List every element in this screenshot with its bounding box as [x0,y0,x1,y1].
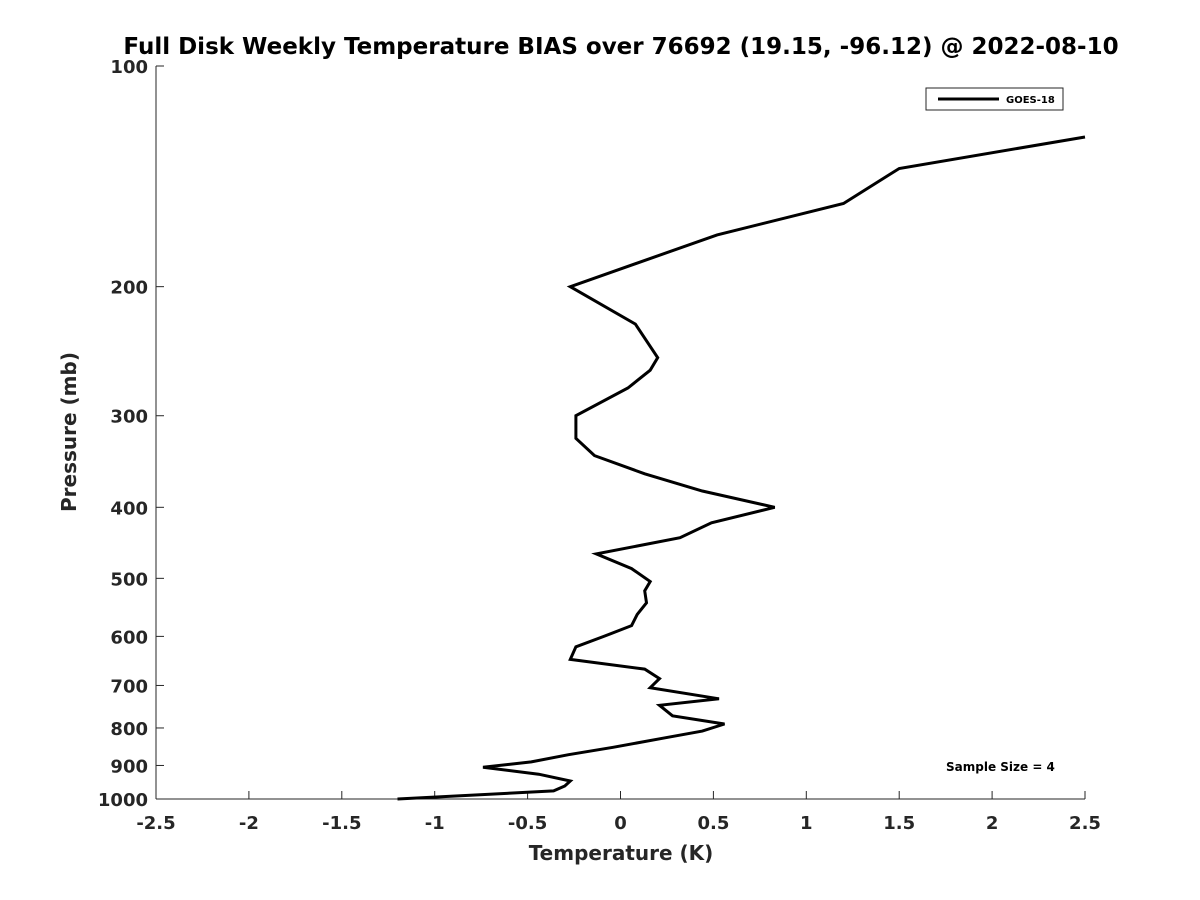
y-tick-label: 600 [110,627,148,648]
x-tick-label: 1.5 [883,813,915,834]
y-tick-label: 800 [110,719,148,740]
y-tick-label: 1000 [98,790,148,811]
x-tick-label: 2.5 [1069,813,1101,834]
y-tick-label: 400 [110,498,148,519]
x-tick-label: -1.5 [322,813,361,834]
y-tick-label: 900 [110,756,148,777]
y-tick-label: 500 [110,569,148,590]
x-tick-label: -2.5 [136,813,175,834]
x-tick-label: 0 [614,813,627,834]
x-tick-label: -2 [239,813,259,834]
y-axis-label: Pressure (mb) [57,352,81,512]
x-axis-label: Temperature (K) [529,841,714,865]
series-line-goes-18 [397,135,1086,801]
y-tick-label: 100 [110,57,148,78]
y-tick-group: 100 200 300 400 500 600 700 800 900 1000 [98,57,164,811]
y-tick-label: 300 [110,407,148,428]
x-tick-label: 1 [800,813,813,834]
sample-size-annotation: Sample Size = 4 [946,760,1055,774]
legend-label-goes-18: GOES-18 [1006,95,1055,106]
x-tick-label: -0.5 [508,813,547,834]
legend: GOES-18 [925,87,1064,111]
x-tick-label: 2 [986,813,999,834]
x-tick-group: -2.5 -2 -1.5 -1 -0.5 0 0.5 1 1.5 2 2.5 [136,791,1101,834]
x-tick-label: -1 [425,813,445,834]
series-layer [397,135,1086,801]
chart-title: Full Disk Weekly Temperature BIAS over 7… [123,34,1118,60]
y-tick-label: 700 [110,676,148,697]
x-tick-label: 0.5 [697,813,729,834]
y-tick-label: 200 [110,278,148,299]
